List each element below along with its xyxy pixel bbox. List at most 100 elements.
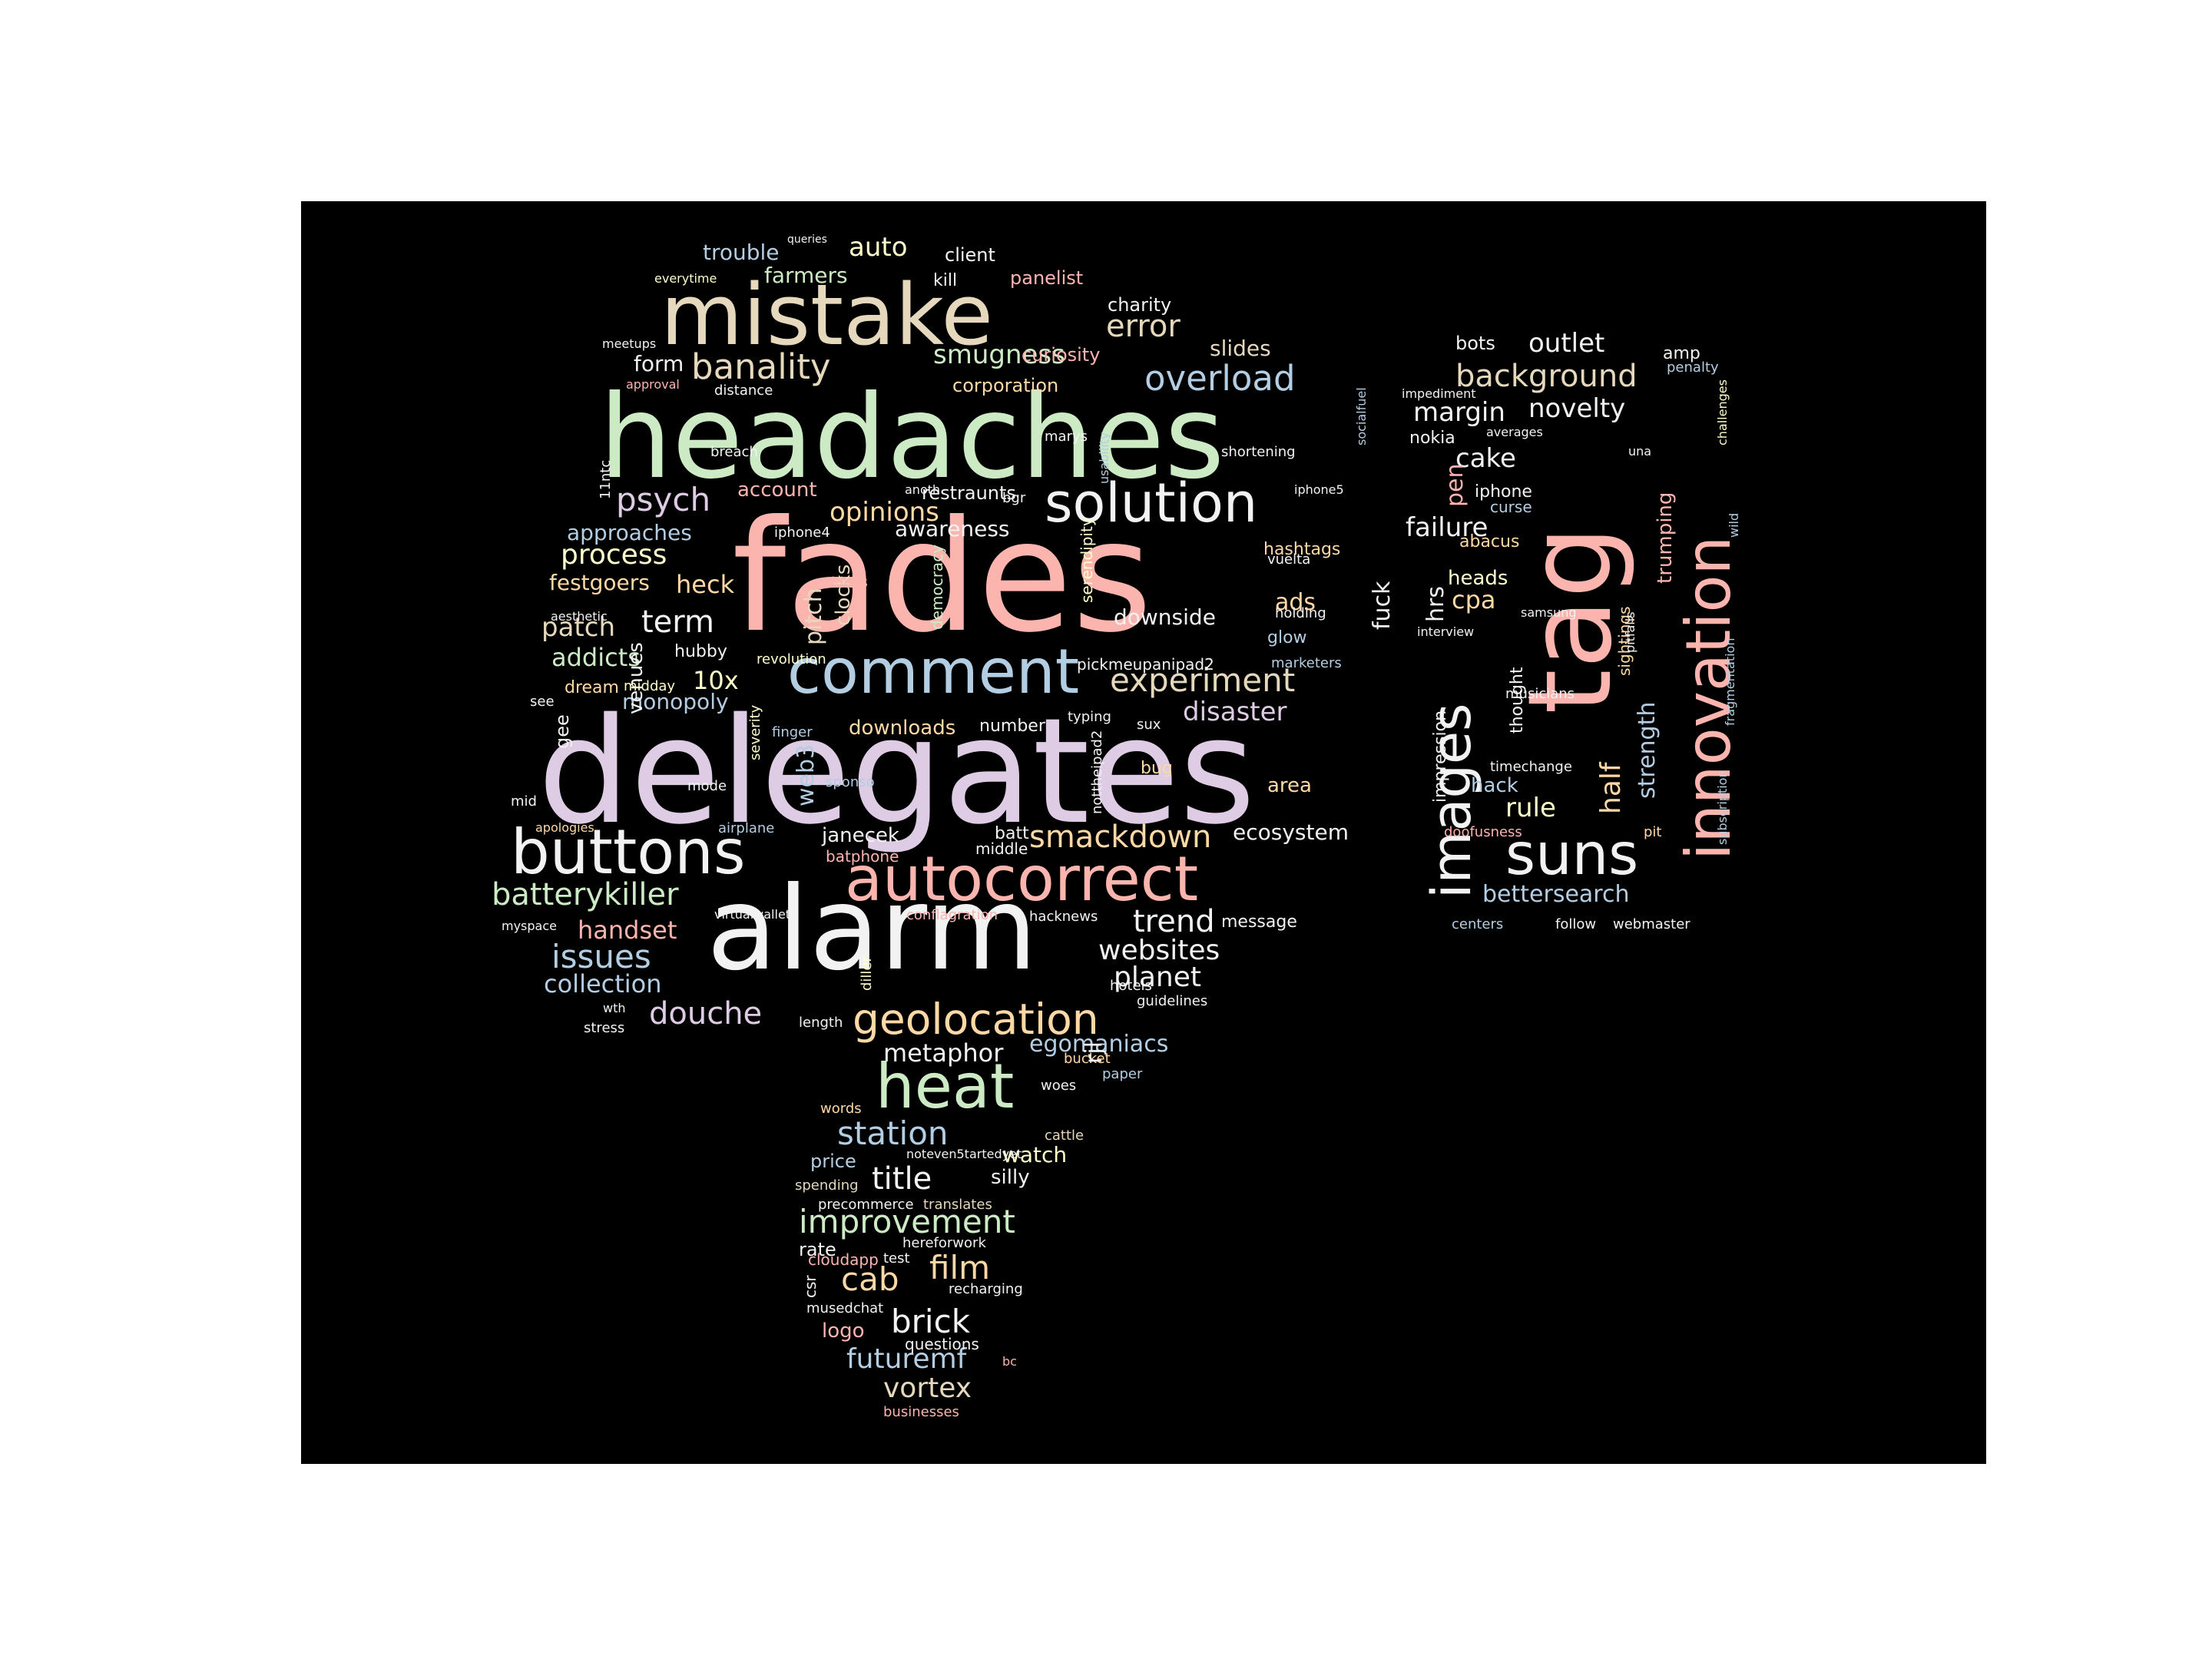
word-75: rule	[1505, 793, 1556, 823]
word-29: vortex	[883, 1373, 972, 1404]
word-71: cpa	[1452, 585, 1496, 614]
word-84: curse	[1490, 498, 1532, 516]
word-142: myspace	[502, 919, 557, 933]
word-190: pitfalls	[1623, 611, 1637, 653]
word-108: batphone	[826, 847, 899, 866]
word-88: penalty	[1667, 359, 1719, 376]
word-106: batt	[995, 824, 1029, 843]
word-57: addicts	[551, 643, 641, 672]
word-48: corporation	[952, 375, 1059, 396]
word-150: dream	[565, 678, 619, 697]
word-82: iphone	[1475, 482, 1532, 502]
word-165: kill	[933, 271, 958, 290]
word-138: message	[1221, 912, 1297, 932]
word-174: vuelta	[1267, 551, 1311, 568]
word-21: psych	[616, 481, 711, 518]
word-172: socialfuel	[1354, 387, 1369, 445]
word-53: heck	[676, 570, 735, 599]
word-81: impression	[1431, 710, 1450, 803]
word-104: bug	[1141, 759, 1173, 778]
word-16: banality	[691, 346, 831, 387]
word-124: precommerce	[818, 1197, 914, 1213]
word-192: musicians	[1505, 686, 1575, 702]
word-5: mistake	[661, 266, 994, 364]
word-120: cloudapp	[808, 1250, 879, 1269]
word-140: conflagration	[906, 907, 998, 923]
word-93: hashtags	[1263, 540, 1341, 559]
word-151: midday	[624, 678, 676, 694]
word-153: aesthetic	[551, 609, 608, 624]
word-184: averages	[1486, 425, 1543, 439]
word-102: sponso	[826, 774, 875, 790]
word-122: recharging	[949, 1281, 1023, 1297]
word-180: nottheipad2	[1089, 730, 1105, 814]
word-110: watch	[1002, 1142, 1068, 1167]
word-83: abacus	[1459, 532, 1520, 551]
word-67: cake	[1455, 443, 1516, 474]
word-163: queries	[787, 233, 827, 246]
word-43: farmers	[764, 263, 848, 288]
word-90: ads	[1275, 589, 1316, 616]
word-119: test	[883, 1250, 910, 1267]
word-199: webmaster	[1613, 916, 1690, 932]
word-14: geolocation	[853, 995, 1099, 1044]
word-185: una	[1628, 444, 1652, 459]
word-85: nokia	[1409, 429, 1455, 448]
word-99: number	[979, 717, 1045, 736]
word-61: account	[737, 478, 817, 502]
word-116: questions	[905, 1335, 979, 1353]
word-91: fuck	[1369, 581, 1396, 630]
word-41: auto	[849, 232, 908, 263]
word-34: handset	[578, 916, 677, 945]
word-187: wild	[1727, 512, 1741, 538]
word-158: breach	[710, 444, 758, 460]
word-164: panelist	[1010, 267, 1084, 289]
word-133: length	[799, 1015, 843, 1031]
word-101: severity	[747, 704, 763, 760]
word-47: smugness	[933, 339, 1065, 370]
word-44: client	[945, 244, 995, 266]
word-35: websites	[1098, 935, 1220, 966]
word-181: diller	[859, 956, 875, 991]
word-73: strength	[1634, 701, 1661, 799]
word-45: charity	[1108, 294, 1172, 316]
word-42: trouble	[703, 240, 780, 265]
word-146: mid	[511, 793, 537, 810]
word-183: impediment	[1402, 386, 1476, 401]
word-56: term	[641, 604, 714, 640]
word-194: doofusness	[1444, 824, 1522, 840]
word-38: ecosystem	[1233, 820, 1349, 845]
word-114: logo	[822, 1320, 865, 1343]
word-86: bots	[1455, 333, 1495, 354]
word-49: form	[634, 351, 684, 376]
word-157: 11ntc	[598, 459, 614, 499]
word-189: samsung	[1521, 605, 1577, 620]
word-196: subscription	[1715, 770, 1730, 845]
word-19: smackdown	[1029, 820, 1212, 855]
word-65: margin	[1413, 397, 1505, 428]
word-103: area	[1267, 774, 1312, 797]
word-127: cattle	[1045, 1128, 1084, 1144]
word-24: station	[837, 1114, 949, 1152]
word-136: guidelines	[1137, 993, 1208, 1009]
word-188: interview	[1417, 624, 1475, 639]
word-18: overload	[1144, 358, 1296, 399]
word-193: timechange	[1490, 759, 1572, 775]
word-186: challenges	[1715, 379, 1730, 445]
word-27: cab	[841, 1260, 899, 1298]
word-69: failure	[1406, 512, 1488, 543]
word-13: heat	[876, 1051, 1015, 1122]
word-22: trend	[1133, 904, 1215, 939]
word-97: clocks	[832, 564, 855, 626]
word-139: hacknews	[1029, 909, 1098, 925]
word-107: middle	[975, 839, 1028, 858]
word-1: delegates	[538, 687, 1256, 856]
word-125: spending	[795, 1177, 859, 1194]
word-129: woes	[1041, 1078, 1077, 1094]
word-0: fades	[732, 488, 1153, 667]
word-50: opinions	[830, 497, 939, 528]
word-141: virtualwallet	[714, 907, 791, 922]
word-176: marketers	[1271, 655, 1342, 671]
word-55: patch	[541, 612, 615, 643]
word-62: restraunts	[922, 482, 1016, 504]
